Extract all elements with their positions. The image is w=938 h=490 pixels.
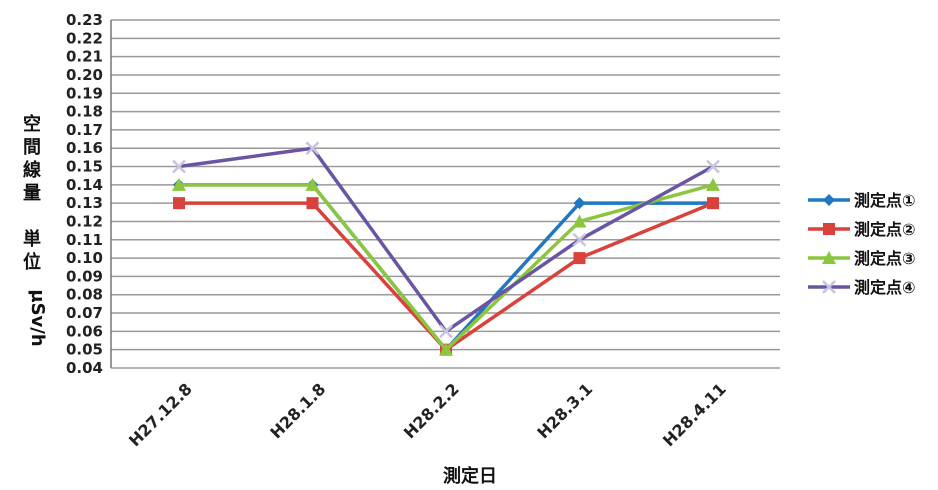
legend-label: 測定点① [854, 191, 916, 210]
y-axis-title-char: 空 [23, 113, 41, 135]
y-axis-title-char: 間 [23, 137, 41, 158]
x-tick-label: H28.3.1 [533, 379, 596, 442]
data-point-3-4 [572, 214, 587, 228]
y-tick-label: 0.07 [66, 304, 103, 322]
legend-item-4: 測定点④ [808, 278, 916, 297]
y-tick-label: 0.21 [66, 48, 103, 66]
y-tick-label: 0.14 [66, 176, 103, 194]
legend-label: 測定点③ [854, 249, 916, 268]
x-tick-label: H28.1.8 [266, 379, 329, 442]
data-point-3-1 [172, 177, 186, 191]
legend-item-3: 測定点③ [808, 249, 916, 268]
data-point-legend-4 [822, 280, 836, 294]
series-4 [172, 141, 720, 339]
y-tick-label: 0.10 [66, 249, 103, 267]
y-tick-label: 0.05 [66, 341, 103, 359]
legend-item-1: 測定点① [808, 191, 916, 210]
y-tick-label: 0.18 [66, 103, 103, 121]
y-tick-label: 0.11 [66, 231, 103, 249]
data-point-4-3 [439, 324, 453, 339]
y-axis-title-char: 線 [23, 159, 41, 181]
y-tick-label: 0.17 [66, 121, 103, 139]
y-tick-label: 0.13 [66, 194, 103, 212]
data-point-3-3 [439, 342, 453, 356]
y-tick-label: 0.06 [66, 322, 103, 340]
y-tick-label: 0.19 [66, 84, 103, 102]
x-tick-label: H28.4.11 [659, 379, 730, 450]
legend: 測定点① 測定点② 測定点③ 測定点④ [808, 191, 916, 297]
data-point-4-5 [706, 159, 720, 174]
y-axis-title-char: 単 [23, 228, 41, 250]
y-tick-label: 0.12 [66, 212, 103, 230]
x-axis-title: 測定日 [443, 465, 497, 487]
legend-label: 測定点④ [854, 278, 916, 297]
legend-label: 測定点② [854, 220, 916, 239]
y-tick-label: 0.16 [66, 139, 103, 157]
x-tick-label: H27.12.8 [125, 379, 196, 450]
y-tick-label: 0.15 [66, 158, 103, 176]
y-tick-label: 0.23 [66, 11, 103, 29]
x-axis-tick-labels: H27.12.8 H28.1.8 H28.2.2 H28.3.1 H28.4.11 [125, 379, 730, 450]
data-point-4-4 [572, 232, 587, 247]
series-lines [172, 141, 720, 356]
y-tick-label: 0.09 [66, 267, 103, 285]
x-tick-label: H28.2.2 [400, 379, 463, 442]
y-axis-unit: µSv/h [27, 289, 48, 346]
data-point-1-4 [573, 197, 586, 210]
y-tick-label: 0.22 [66, 29, 103, 47]
data-point-4-2 [305, 141, 320, 156]
legend-item-2: 測定点② [808, 220, 916, 239]
y-tick-label: 0.20 [66, 66, 103, 84]
y-tick-label: 0.08 [66, 286, 103, 304]
data-point-legend-2 [823, 223, 835, 235]
data-point-3-5 [706, 177, 720, 191]
y-axis-title-char: 量 [23, 182, 41, 204]
data-point-legend-1 [823, 194, 835, 206]
y-tick-label: 0.04 [66, 359, 103, 377]
y-axis-tick-labels: 0.230.220.210.200.190.180.170.160.150.14… [66, 11, 103, 377]
data-point-2-5 [707, 197, 719, 210]
series-3 [172, 177, 720, 356]
data-point-4-1 [172, 159, 186, 174]
data-point-3-2 [305, 177, 320, 191]
y-axis-title-char: 位 [23, 251, 41, 273]
data-point-2-1 [173, 197, 185, 210]
data-point-legend-3 [822, 251, 836, 264]
data-point-2-4 [573, 252, 586, 265]
data-point-2-2 [306, 197, 319, 210]
